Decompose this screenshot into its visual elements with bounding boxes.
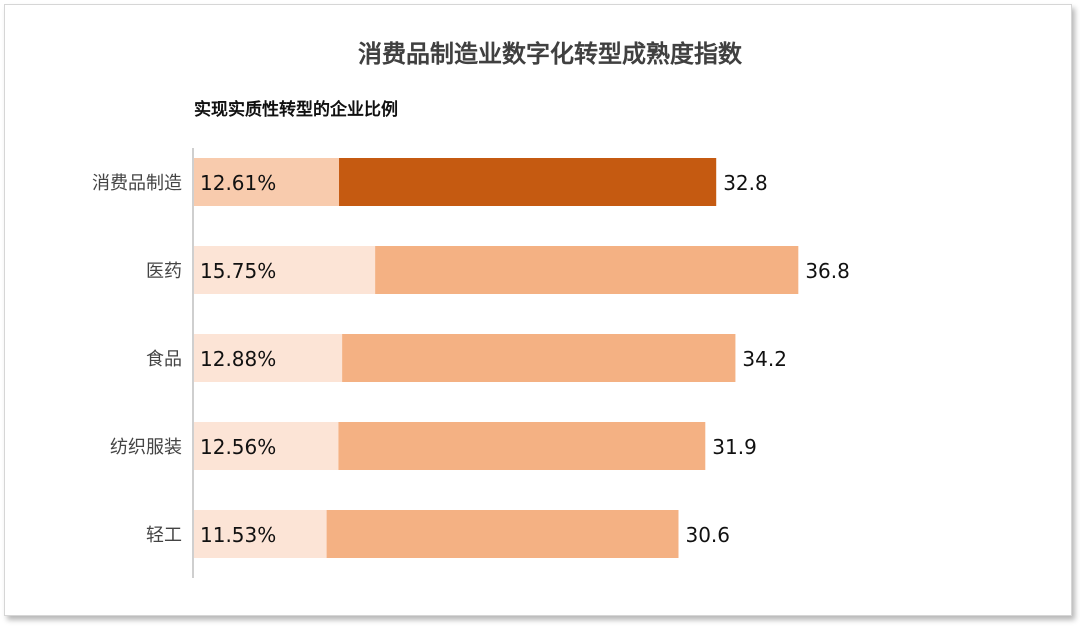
bar-value-segment bbox=[375, 246, 799, 294]
bar-value-segment bbox=[339, 158, 717, 206]
bar-pct-segment bbox=[194, 510, 327, 558]
value-data-label: 36.8 bbox=[805, 259, 850, 283]
bar-pct-segment bbox=[194, 158, 340, 206]
chart-subtitle: 实现实质性转型的企业比例 bbox=[194, 99, 398, 120]
bars-group: 消费品制造 12.61% 32.8 医药 15.75% 36.8 食品 12.88% 34.2 纺… bbox=[92, 158, 850, 558]
category-label: 医药 bbox=[146, 261, 182, 282]
value-data-label: 30.6 bbox=[685, 523, 730, 547]
bar-chart: 消费品制造业数字化转型成熟度指数 实现实质性转型的企业比例 消费品制造 12.61… bbox=[92, 40, 850, 578]
bar-pct-segment bbox=[194, 246, 376, 294]
category-label: 纺织服装 bbox=[110, 437, 182, 458]
bar-pct-segment bbox=[194, 422, 339, 470]
chart-card: 消费品制造业数字化转型成熟度指数 实现实质性转型的企业比例 消费品制造 12.61… bbox=[4, 4, 1072, 616]
pct-data-label: 11.53% bbox=[200, 523, 276, 547]
bar-pct-segment bbox=[194, 334, 343, 382]
value-data-label: 34.2 bbox=[742, 347, 787, 371]
pct-data-label: 12.61% bbox=[200, 171, 276, 195]
bar-value-segment bbox=[326, 510, 679, 558]
value-data-label: 31.9 bbox=[712, 435, 757, 459]
pct-data-label: 12.88% bbox=[200, 347, 276, 371]
bar-value-segment bbox=[342, 334, 736, 382]
value-data-label: 32.8 bbox=[723, 171, 768, 195]
chart-title: 消费品制造业数字化转型成熟度指数 bbox=[358, 40, 743, 68]
pct-data-label: 12.56% bbox=[200, 435, 276, 459]
bar-value-segment bbox=[338, 422, 706, 470]
pct-data-label: 15.75% bbox=[200, 259, 276, 283]
category-label: 轻工 bbox=[146, 525, 182, 546]
category-label: 消费品制造 bbox=[92, 173, 182, 194]
category-label: 食品 bbox=[146, 349, 182, 370]
